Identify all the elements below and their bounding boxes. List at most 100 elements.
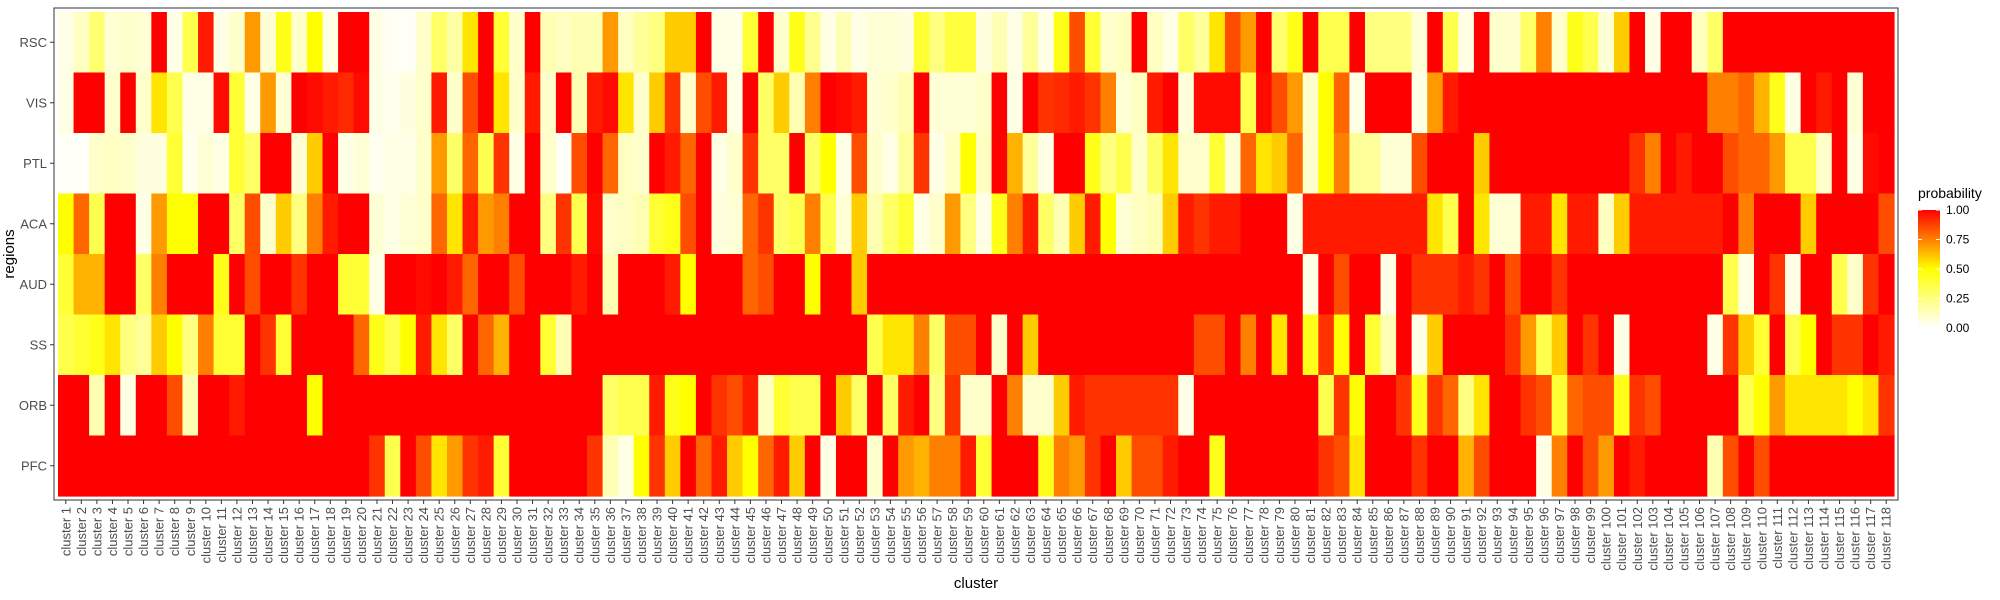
heatmap-cell	[1629, 435, 1646, 497]
heatmap-cell	[509, 133, 526, 195]
heatmap-cell	[1722, 314, 1740, 376]
heatmap-cell	[322, 254, 339, 316]
heatmap-cell	[260, 254, 277, 316]
heatmap-cell	[649, 435, 666, 497]
heatmap-cell	[1551, 435, 1568, 497]
heatmap-cell	[1567, 435, 1584, 497]
heatmap-cell	[1645, 435, 1662, 497]
legend-tick-label: 0.50	[1946, 262, 1970, 276]
heatmap-cell	[244, 435, 261, 497]
heatmap-cell	[384, 314, 401, 376]
heatmap-cell	[1178, 133, 1195, 195]
x-tick-label: cluster 23	[401, 507, 416, 563]
heatmap-cell	[664, 314, 681, 376]
heatmap-cell	[1831, 133, 1848, 195]
heatmap-cell	[1256, 435, 1273, 497]
x-tick-label: cluster 72	[1163, 507, 1178, 563]
heatmap-cell	[1676, 72, 1693, 134]
heatmap-cell	[1505, 254, 1522, 316]
heatmap-cell	[1551, 72, 1568, 134]
heatmap-cell	[493, 314, 510, 376]
heatmap-cell	[1364, 72, 1382, 134]
heatmap-cell	[275, 375, 292, 437]
heatmap-cell	[1147, 254, 1164, 316]
heatmap-cell	[1722, 72, 1740, 134]
x-tick-label: cluster 104	[1661, 507, 1676, 571]
heatmap-cell	[1100, 314, 1117, 376]
heatmap-cell	[135, 193, 152, 255]
heatmap-cell	[555, 314, 573, 376]
heatmap-cell	[555, 72, 573, 134]
x-tick-label: cluster 2	[74, 507, 89, 556]
heatmap-cell	[1178, 314, 1195, 376]
heatmap-cell	[1769, 133, 1786, 195]
heatmap-cell	[1707, 375, 1724, 437]
heatmap-cell	[1520, 435, 1537, 497]
heatmap-cell	[322, 133, 339, 195]
heatmap-cell	[306, 133, 324, 195]
heatmap-cell	[1084, 254, 1102, 316]
heatmap-cell	[758, 12, 775, 74]
heatmap-cell	[1209, 133, 1226, 195]
heatmap-cell	[384, 375, 401, 437]
heatmap-cell	[353, 254, 370, 316]
x-tick-label: cluster 76	[1225, 507, 1240, 563]
heatmap-cell	[1240, 72, 1257, 134]
heatmap-cell	[524, 193, 541, 255]
heatmap-cell	[275, 193, 292, 255]
heatmap-cell	[804, 314, 822, 376]
heatmap-cell	[1442, 193, 1459, 255]
heatmap-cell	[1349, 72, 1366, 134]
heatmap-cell	[1878, 72, 1895, 134]
heatmap-cell	[1100, 12, 1117, 74]
heatmap-cell	[742, 314, 759, 376]
heatmap-cell	[960, 375, 977, 437]
heatmap-cell	[1753, 314, 1771, 376]
heatmap-cell	[1147, 72, 1164, 134]
heatmap-cell	[1816, 193, 1833, 255]
heatmap-cell	[820, 254, 837, 316]
heatmap-cell	[1769, 193, 1786, 255]
heatmap-cell	[649, 314, 666, 376]
heatmap-cell	[1427, 435, 1444, 497]
heatmap-cell	[618, 435, 635, 497]
heatmap-cell	[649, 133, 666, 195]
heatmap-cell	[851, 193, 868, 255]
heatmap-cell	[991, 254, 1008, 316]
heatmap-cell	[1676, 133, 1693, 195]
x-tick-label: cluster 61	[992, 507, 1007, 563]
heatmap-cell	[1785, 72, 1802, 134]
heatmap-cell	[1489, 12, 1506, 74]
heatmap-cell	[1707, 314, 1724, 376]
heatmap-cell	[571, 254, 588, 316]
heatmap-cell	[322, 12, 339, 74]
heatmap-cell	[1007, 314, 1024, 376]
heatmap-cell	[198, 314, 215, 376]
heatmap-cell	[1349, 193, 1366, 255]
heatmap-cell	[1022, 314, 1039, 376]
x-tick-label: cluster 97	[1552, 507, 1567, 563]
heatmap-cell	[384, 133, 401, 195]
heatmap-cell	[478, 254, 495, 316]
heatmap-cell	[1100, 254, 1117, 316]
heatmap-cell	[804, 72, 822, 134]
heatmap-cell	[446, 375, 464, 437]
heatmap-cell	[1193, 133, 1210, 195]
heatmap-cell	[1053, 314, 1070, 376]
heatmap-cell	[198, 375, 215, 437]
heatmap-cell	[773, 314, 790, 376]
heatmap-cell	[1100, 193, 1117, 255]
heatmap-cell	[306, 314, 324, 376]
heatmap-cell	[882, 435, 899, 497]
heatmap-cell	[1116, 314, 1133, 376]
heatmap-cell	[1053, 435, 1070, 497]
heatmap-cell	[244, 314, 261, 376]
heatmap-cell	[1193, 435, 1210, 497]
heatmap-cell	[1364, 12, 1382, 74]
heatmap-cell	[742, 193, 759, 255]
heatmap-cell	[820, 133, 837, 195]
heatmap-cell	[1442, 314, 1459, 376]
x-tick-label: cluster 18	[323, 507, 338, 563]
heatmap-cell	[1396, 435, 1413, 497]
y-tick-label: SS	[30, 337, 48, 352]
